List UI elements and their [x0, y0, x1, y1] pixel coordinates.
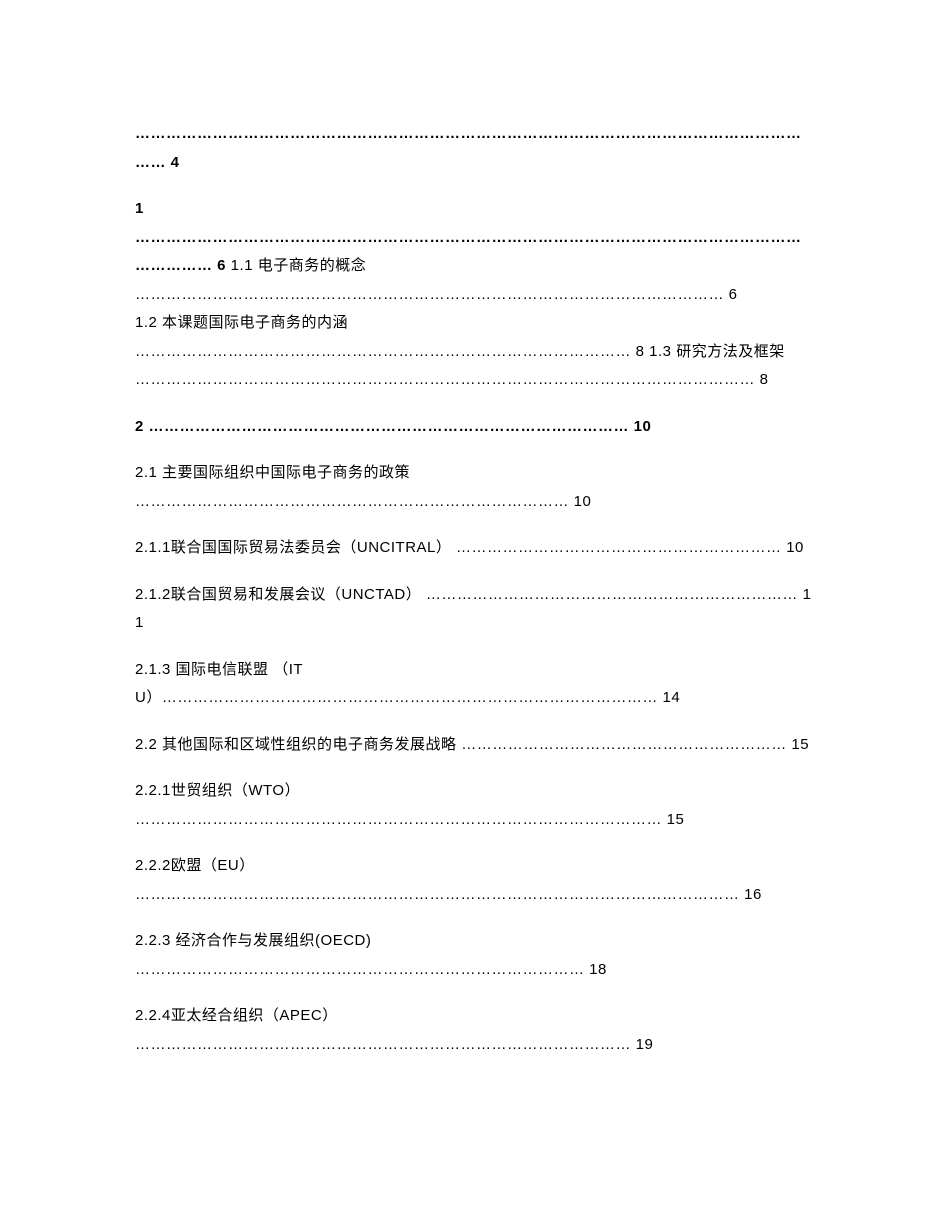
toc-entry-chapter-2: 2 ………………………………………………………………………………… 10 — [135, 413, 815, 442]
toc-entry-1-2-1-3: 1.2 本课题国际电子商务的内涵 ……………………………………………………………… — [135, 309, 815, 395]
toc-entry-2-1-3: 2.1.3 国际电信联盟 （ITU）…………………………………………………………… — [135, 656, 815, 713]
toc-entry-text: 2.2.3 经济合作与发展组织(OECD) ………………………………………………… — [135, 932, 607, 978]
toc-entry-text: 2.1 主要国际组织中国际电子商务的政策 …………………………………………………… — [135, 464, 591, 510]
toc-entry-chapter-1: 1 ……………………………………………………………………………………………………… — [135, 195, 815, 309]
toc-entry-text: 2.2.2欧盟（EU） …………………………………………………………………………… — [135, 857, 762, 903]
toc-entry-text: 2.1.1联合国国际贸易法委员会（UNCITRAL） …………………………………… — [135, 539, 804, 556]
toc-entry-text: …………………………………………………………………………………………………………… — [135, 125, 802, 171]
toc-entry-2-2-3: 2.2.3 经济合作与发展组织(OECD) ………………………………………………… — [135, 927, 815, 984]
table-of-contents: …………………………………………………………………………………………………………… — [135, 120, 815, 1059]
toc-entry-preface: …………………………………………………………………………………………………………… — [135, 120, 815, 177]
toc-entry-2-1: 2.1 主要国际组织中国际电子商务的政策 …………………………………………………… — [135, 459, 815, 516]
toc-entry-text: 2.1.3 国际电信联盟 （ITU）…………………………………………………………… — [135, 661, 680, 707]
toc-entry-2-2-2: 2.2.2欧盟（EU） …………………………………………………………………………… — [135, 852, 815, 909]
toc-entry-text: 2.2 其他国际和区域性组织的电子商务发展战略 …………………………………………… — [135, 736, 809, 753]
toc-entry-2-2: 2.2 其他国际和区域性组织的电子商务发展战略 …………………………………………… — [135, 731, 815, 760]
toc-entry-2-2-4: 2.2.4亚太经合组织（APEC） …………………………………………………………… — [135, 1002, 815, 1059]
toc-entry-text-trailing: 1.1 电子商务的概念 …………………………………………………………………………… — [135, 257, 738, 303]
toc-entry-2-1-2: 2.1.2联合国贸易和发展会议（UNCTAD） …………………………………………… — [135, 581, 815, 638]
toc-entry-text: 2.2.4亚太经合组织（APEC） …………………………………………………………… — [135, 1007, 653, 1053]
toc-entry-text: 2.2.1世贸组织（WTO） …………………………………………………………………… — [135, 782, 684, 828]
toc-entry-text: 2.1.2联合国贸易和发展会议（UNCTAD） …………………………………………… — [135, 586, 811, 632]
toc-entry-2-2-1: 2.2.1世贸组织（WTO） …………………………………………………………………… — [135, 777, 815, 834]
toc-entry-text: 1.2 本课题国际电子商务的内涵 ……………………………………………………………… — [135, 314, 785, 388]
toc-entry-text: 2 ………………………………………………………………………………… 10 — [135, 418, 651, 435]
toc-entry-2-1-1: 2.1.1联合国国际贸易法委员会（UNCITRAL） …………………………………… — [135, 534, 815, 563]
